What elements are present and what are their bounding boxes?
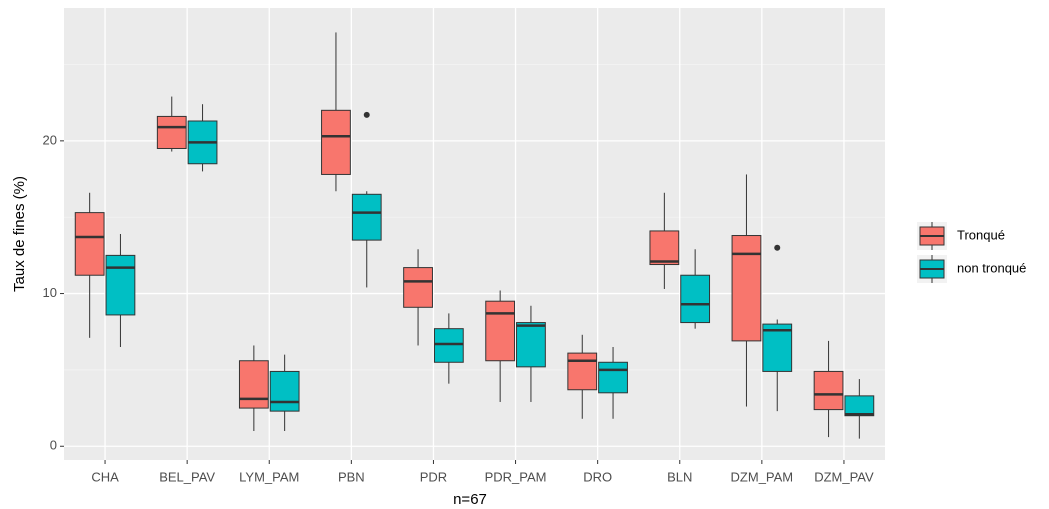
x-tick-label: LYM_PAM: [239, 469, 299, 484]
box: [403, 267, 433, 308]
x-tick-label: PDR: [420, 469, 447, 484]
box: [731, 235, 762, 342]
box: [269, 370, 300, 412]
outlier: [363, 111, 370, 118]
x-tick-label: DZM_PAM: [731, 469, 794, 484]
box: [813, 370, 844, 411]
outlier: [774, 244, 781, 251]
box: [567, 352, 598, 391]
box: [74, 212, 105, 276]
box: [485, 300, 516, 362]
x-tick-label: BLN: [667, 469, 692, 484]
y-axis-title: Taux de fines (%): [11, 176, 28, 292]
x-tick-label: PDR_PAM: [485, 469, 547, 484]
x-tick-label: DRO: [583, 469, 612, 484]
box: [762, 323, 793, 372]
box: [844, 395, 875, 417]
y-tick-label: 10: [43, 285, 57, 300]
x-tick-label: CHA: [91, 469, 119, 484]
box: [516, 322, 546, 368]
box: [680, 274, 711, 324]
legend-label: Tronqué: [957, 227, 1005, 242]
box: [649, 230, 680, 266]
box: [433, 328, 464, 363]
x-axis-title: n=67: [453, 491, 487, 508]
box: [598, 361, 628, 394]
x-tick-label: DZM_PAV: [814, 469, 874, 484]
box: [321, 109, 351, 175]
panel-background: [64, 8, 885, 460]
box: [238, 360, 269, 409]
y-tick-label: 0: [50, 438, 57, 453]
legend-label: non tronqué: [957, 260, 1026, 275]
y-tick-label: 20: [43, 132, 57, 147]
x-tick-label: BEL_PAV: [159, 469, 215, 484]
box: [156, 115, 187, 149]
box: [105, 254, 136, 316]
box: [351, 193, 382, 241]
x-tick-label: PBN: [338, 469, 365, 484]
